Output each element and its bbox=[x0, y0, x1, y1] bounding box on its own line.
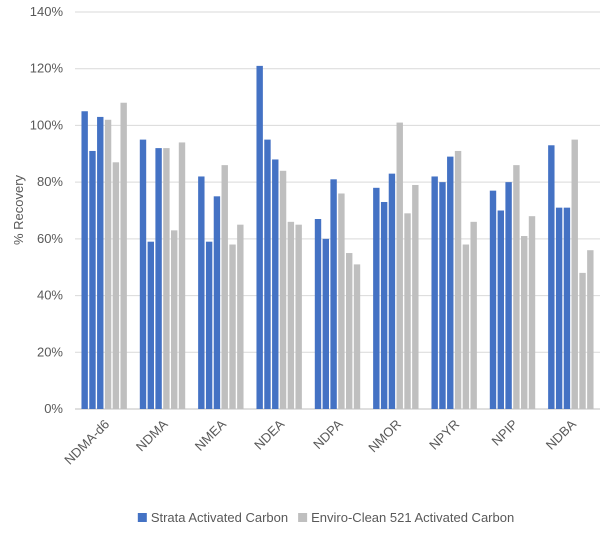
bar-strata bbox=[563, 207, 571, 409]
y-tick-label: 0% bbox=[44, 401, 63, 416]
y-tick-label: 120% bbox=[30, 61, 64, 76]
bar-enviro-clean bbox=[571, 139, 578, 410]
bar-enviro-clean bbox=[412, 184, 419, 409]
bar-strata bbox=[89, 150, 96, 409]
bar-strata bbox=[155, 148, 162, 410]
x-category-label: NPYR bbox=[426, 417, 462, 453]
bar-enviro-clean bbox=[279, 170, 287, 409]
bar-strata bbox=[431, 176, 438, 409]
bar-strata bbox=[447, 156, 454, 409]
bar-strata bbox=[213, 196, 221, 409]
y-tick-label: 140% bbox=[30, 4, 64, 19]
y-tick-label: 60% bbox=[37, 231, 63, 246]
bar-strata bbox=[147, 241, 154, 409]
bar-enviro-clean bbox=[587, 250, 594, 409]
bar-strata bbox=[497, 210, 504, 409]
bar-enviro-clean bbox=[528, 216, 536, 409]
y-tick-labels: 0% 20% 40% 60% 80% 100% 120% 140% bbox=[30, 4, 64, 416]
bar-strata bbox=[198, 176, 205, 409]
x-category-label: NDMA bbox=[133, 416, 171, 454]
x-category-label: NDMA-d6 bbox=[61, 417, 112, 468]
bar-enviro-clean bbox=[404, 213, 411, 409]
bar-enviro-clean bbox=[396, 122, 403, 409]
bar-strata bbox=[81, 111, 88, 409]
x-category-label: NDPA bbox=[310, 416, 346, 452]
bar-enviro-clean bbox=[120, 102, 127, 410]
x-category-labels: NDMA-d6 NDMA NMEA NDEA NDPA NMOR NPYR NPIP NDBA bbox=[61, 416, 579, 467]
x-category-label: NDBA bbox=[543, 416, 579, 452]
bar-enviro-clean bbox=[470, 221, 477, 409]
y-tick-label: 80% bbox=[37, 174, 63, 189]
bar-strata bbox=[97, 116, 104, 410]
gridlines bbox=[75, 11, 600, 410]
bar-enviro-clean bbox=[221, 165, 228, 409]
bar-strata bbox=[330, 179, 337, 409]
bar-enviro-clean bbox=[163, 148, 170, 410]
bar-enviro-clean bbox=[353, 264, 361, 409]
y-tick-label: 40% bbox=[37, 288, 63, 303]
bar-enviro-clean bbox=[338, 193, 345, 409]
bar-enviro-clean bbox=[112, 162, 120, 409]
bar-enviro-clean bbox=[346, 253, 353, 409]
bar-enviro-clean bbox=[237, 224, 244, 409]
bar-strata bbox=[139, 139, 147, 410]
bar-strata bbox=[205, 241, 213, 409]
bar-enviro-clean bbox=[104, 119, 112, 409]
bar-enviro-clean bbox=[287, 221, 295, 409]
x-category-label: NMEA bbox=[192, 416, 229, 453]
x-category-label: NDEA bbox=[251, 416, 287, 452]
bar-strata bbox=[388, 173, 396, 409]
legend-label-strata: Strata Activated Carbon bbox=[151, 510, 288, 525]
bar-enviro-clean bbox=[171, 230, 178, 409]
bar-strata bbox=[548, 145, 555, 409]
bar-strata bbox=[264, 139, 271, 410]
legend-swatch-enviro-clean bbox=[298, 513, 308, 522]
bar-strata bbox=[380, 201, 388, 409]
bar-strata bbox=[272, 159, 279, 409]
bar-strata bbox=[489, 190, 497, 409]
bar-enviro-clean bbox=[178, 142, 186, 409]
bar-strata bbox=[505, 182, 512, 409]
bar-enviro-clean bbox=[462, 244, 470, 409]
y-tick-label: 20% bbox=[37, 344, 63, 359]
bar-enviro-clean bbox=[229, 244, 236, 409]
x-category-label: NMOR bbox=[365, 417, 404, 456]
bar-strata bbox=[256, 65, 263, 409]
y-axis-title: % Recovery bbox=[11, 174, 26, 245]
bar-strata bbox=[314, 219, 322, 409]
bar-enviro-clean bbox=[521, 236, 528, 409]
legend: Strata Activated Carbon Enviro-Clean 521… bbox=[137, 510, 514, 525]
bars bbox=[81, 65, 594, 410]
bar-enviro-clean bbox=[513, 165, 520, 409]
y-tick-label: 100% bbox=[30, 117, 64, 132]
bar-enviro-clean bbox=[454, 150, 462, 409]
bar-strata bbox=[439, 182, 446, 409]
bar-strata bbox=[373, 187, 380, 409]
x-category-label: NPIP bbox=[489, 417, 521, 449]
bar-strata bbox=[555, 207, 563, 409]
bar-enviro-clean bbox=[579, 272, 586, 409]
bar-enviro-clean bbox=[295, 224, 302, 409]
bar-strata bbox=[322, 238, 329, 409]
legend-label-enviro-clean: Enviro-Clean 521 Activated Carbon bbox=[311, 510, 514, 525]
legend-swatch-strata bbox=[137, 513, 147, 522]
